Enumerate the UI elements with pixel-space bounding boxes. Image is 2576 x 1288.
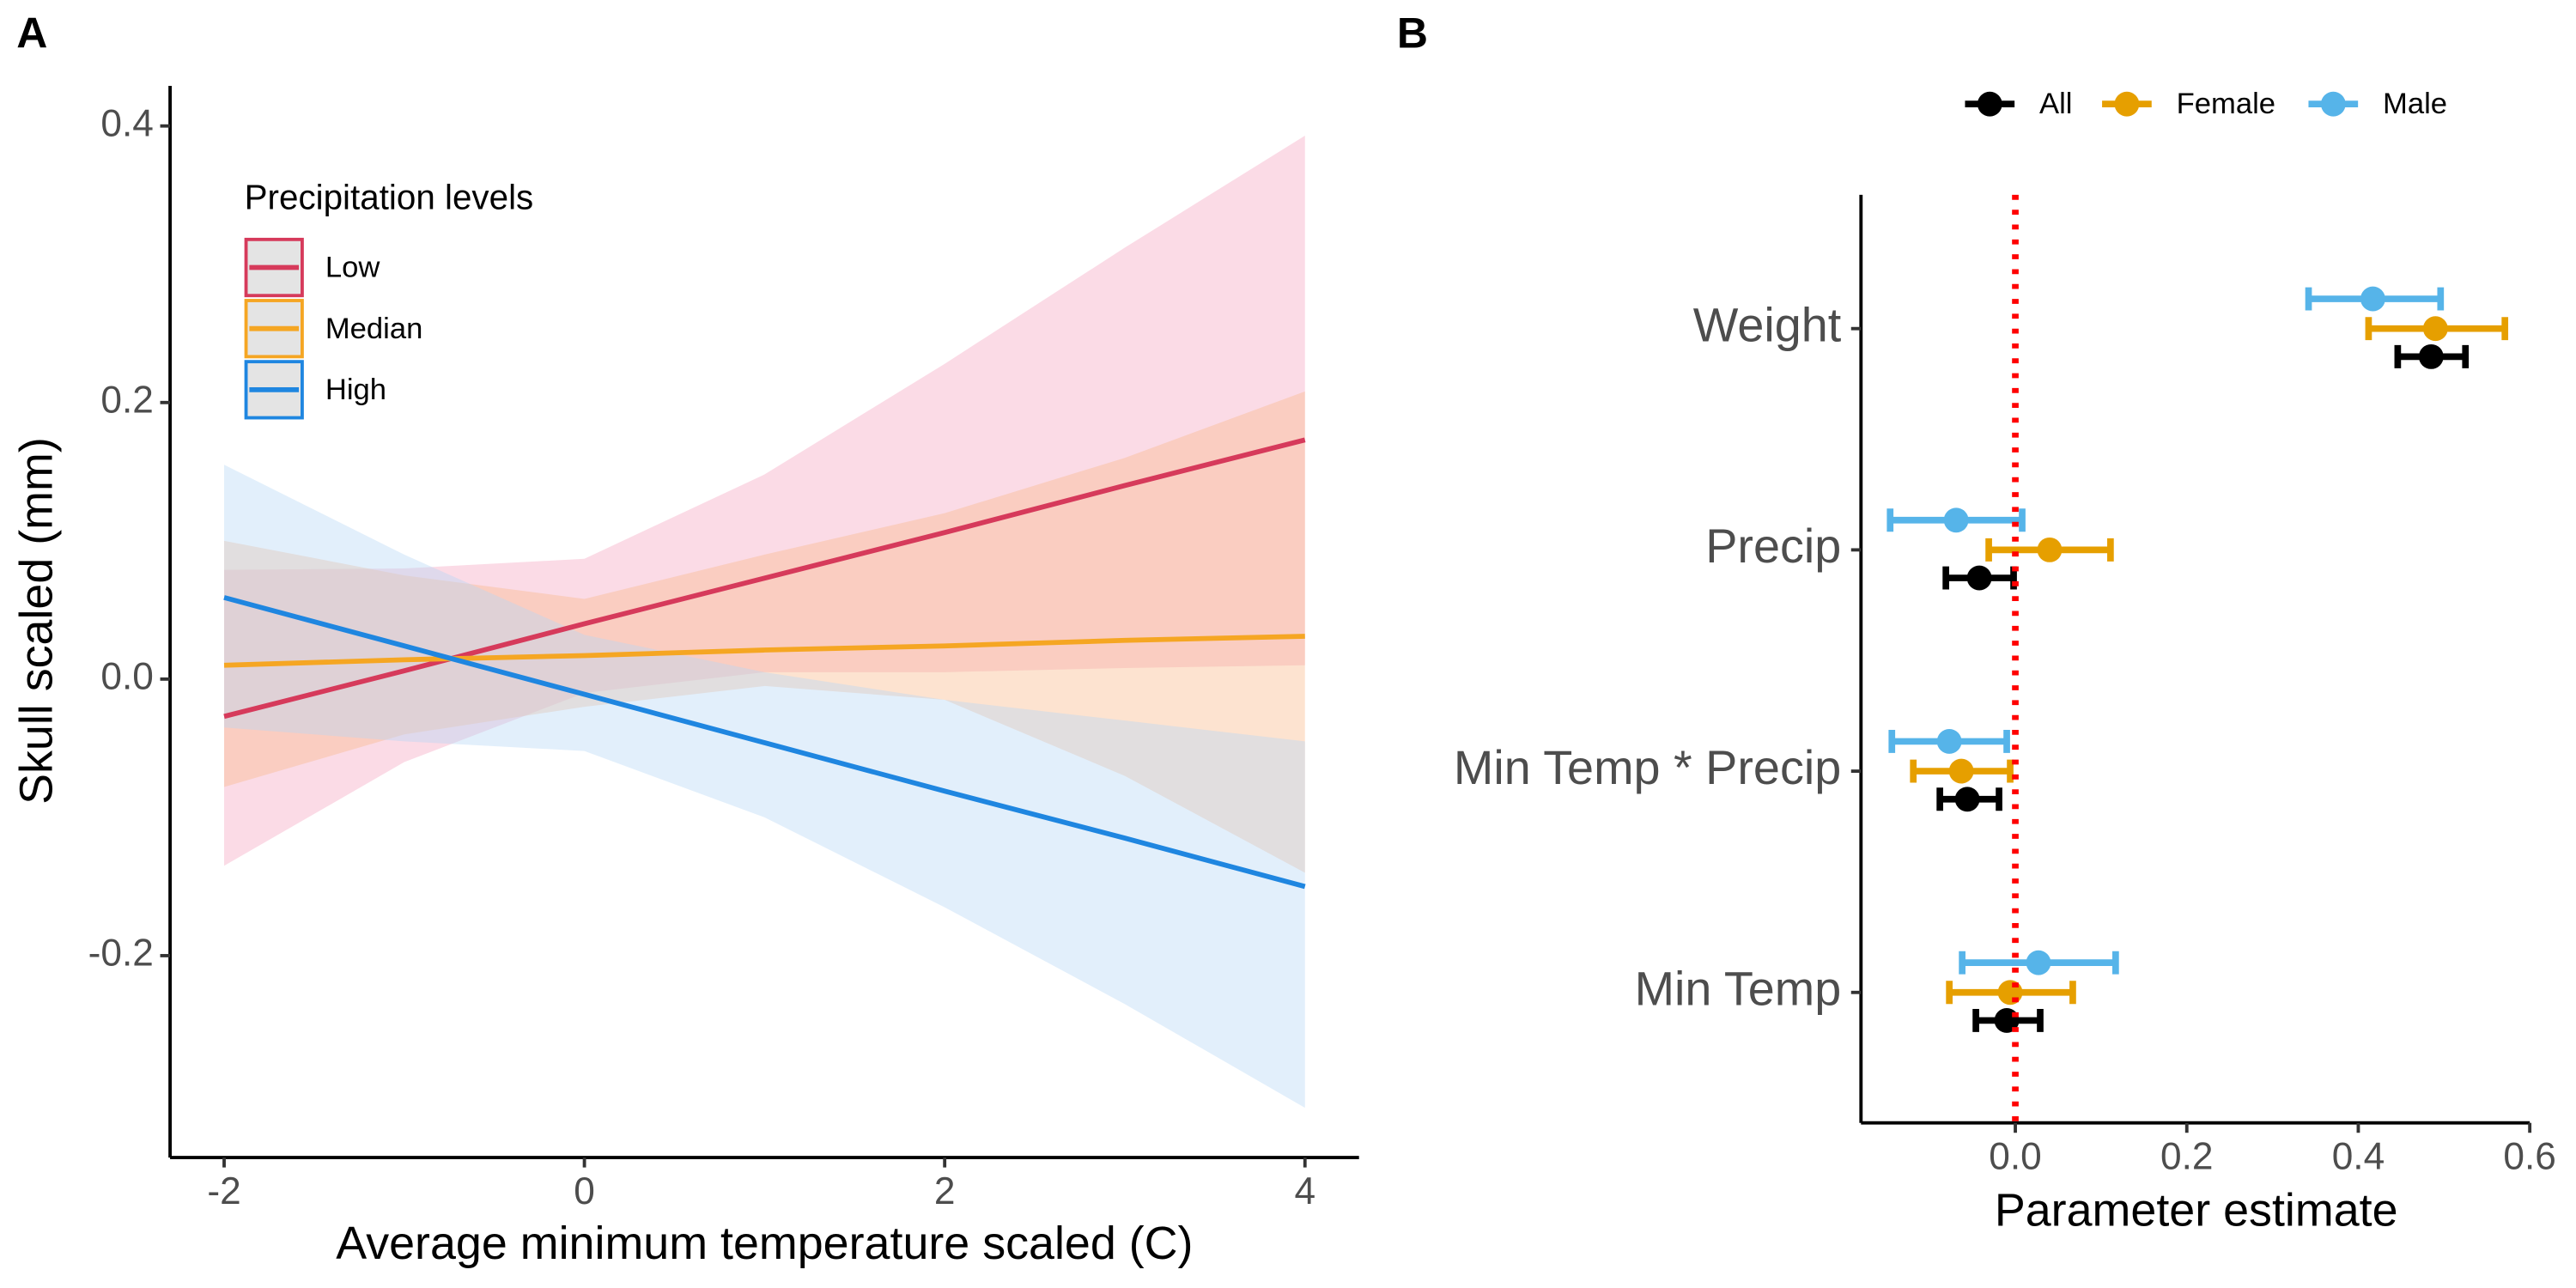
legend-dot [2320,91,2346,117]
x-axis-title: Parameter estimate [1995,1185,2398,1236]
category-label: Precip [1705,519,1841,573]
x-tick-label: 0.6 [2503,1136,2555,1178]
category-label: Min Temp * Precip [1454,741,1841,794]
x-tick-label: -2 [207,1170,240,1212]
point-estimate [1936,729,1962,754]
x-tick-label: 0 [574,1170,595,1212]
confidence-band [224,135,1305,866]
legend-label: Low [325,252,380,284]
point-estimate [1954,787,1980,812]
y-axis-title: Skull scaled (mm) [10,437,62,805]
x-tick-label: 0.2 [2160,1136,2213,1178]
point-estimate [2037,537,2063,562]
trend-line [223,634,1305,668]
legend-label: High [325,374,386,406]
point-estimate [1966,565,1992,591]
y-tick-label: -0.2 [88,933,154,975]
legend-label: Median [325,313,423,345]
point-estimate [2418,343,2444,369]
legend-label: All [2039,88,2072,120]
panel-label: A [16,9,47,58]
x-axis-title: Average minimum temperature scaled (C) [336,1218,1193,1269]
legend-dot [1977,91,2002,117]
legend-label: Male [2383,88,2447,120]
category-label: Weight [1693,298,1842,351]
y-tick-label: 0.2 [100,379,153,421]
legend-label: Female [2177,88,2275,120]
y-tick-label: 0.4 [100,102,153,144]
confidence-band [224,465,1305,1109]
x-tick-label: 2 [934,1170,956,1212]
trend-line [223,437,1306,720]
point-estimate [1943,507,1969,533]
point-estimate [2026,950,2051,975]
category-label: Min Temp [1635,963,1842,1016]
legend-title: Precipitation levels [245,177,534,216]
point-estimate [1948,758,1974,784]
x-tick-label: 4 [1294,1170,1315,1212]
x-tick-label: 0.0 [1989,1136,2041,1178]
point-estimate [2360,286,2385,312]
legend-dot [2114,91,2140,117]
panel-label: B [1397,9,1428,58]
point-estimate [2422,316,2448,342]
confidence-band [224,391,1305,873]
trend-line [223,595,1306,890]
x-tick-label: 0.4 [2332,1136,2385,1178]
y-tick-label: 0.0 [100,656,153,698]
point-estimate [1997,980,2023,1005]
